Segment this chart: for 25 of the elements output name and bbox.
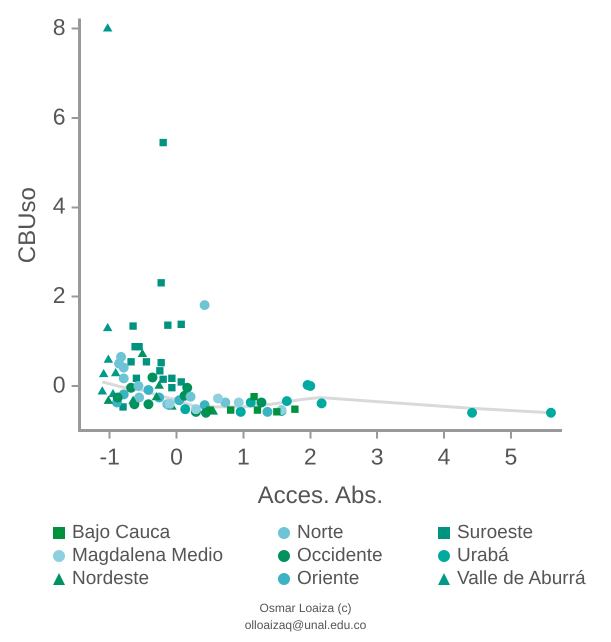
x-tick-label: 5 [504,444,518,470]
legend-label: Occidente [297,544,383,567]
x-tick-label: 4 [438,444,451,470]
x-tick-label: 3 [370,444,384,470]
legend-label: Magdalena Medio [72,544,224,567]
y-tick-label: 6 [52,103,66,130]
y-tick-label: 0 [52,371,66,398]
x-tick-label: -1 [99,444,120,470]
legend-label: Valle de Aburrá [457,567,586,590]
y-tick-label: 2 [52,282,66,308]
x-axis-title: Acces. Abs. [258,482,383,510]
y-tick-label: 8 [52,14,66,40]
text: olloaizaq@unal.edu.co [244,617,368,634]
legend-label: Nordeste [72,567,150,590]
legend-label: Norte [297,521,344,544]
x-tick-label: 1 [237,444,250,470]
text: Osmar Loaiza (c) [258,600,353,617]
legend-label: Bajo Cauca [72,521,170,544]
legend-label: Suroeste [457,521,534,544]
x-tick-label: 2 [304,444,317,470]
y-tick-label: 4 [52,192,66,219]
legend-label: Urabá [457,544,509,567]
legend-label: Oriente [297,567,360,590]
x-tick-label: 0 [170,444,183,470]
y-axis-title: CBUso [14,187,42,264]
